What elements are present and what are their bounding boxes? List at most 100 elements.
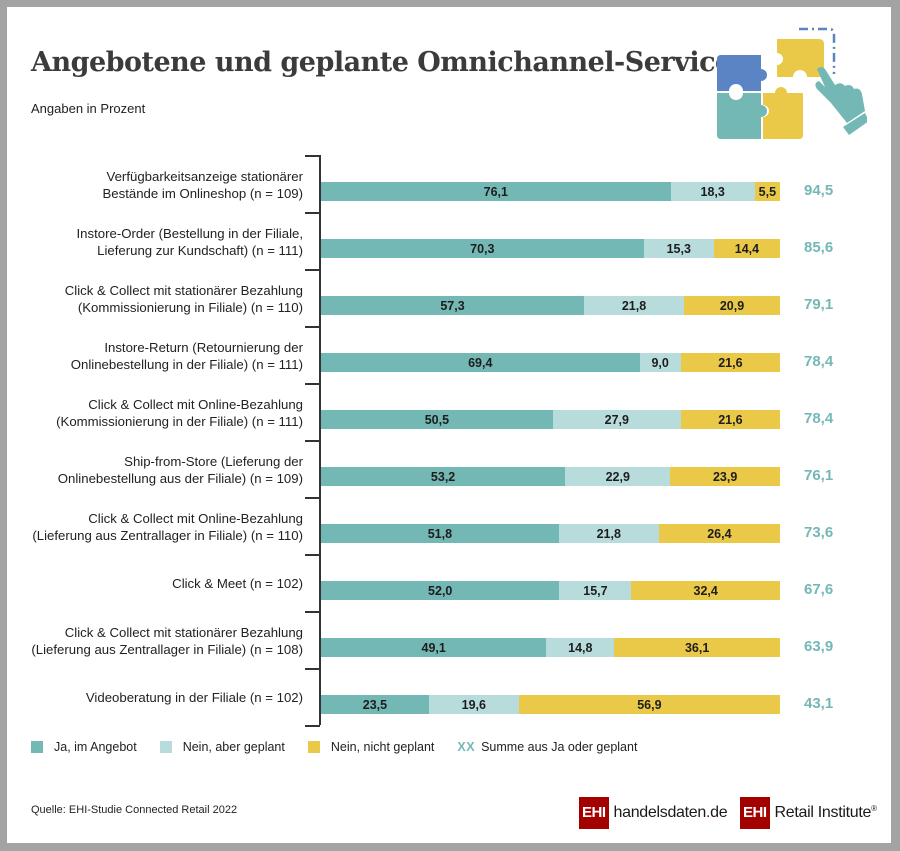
data-label: 27,9 (604, 412, 629, 427)
sum-label: 78,4 (804, 409, 834, 427)
category-label-line: Videoberatung in der Filiale (n = 102) (85, 690, 303, 705)
bar-segment-nicht: 26,4 (658, 524, 780, 543)
puzzle-piece-yellow-bottom (763, 87, 803, 139)
bar-segment-ja: 50,5 (321, 410, 553, 429)
pointing-hand (815, 67, 865, 123)
category-label-line: Bestände im Onlineshop (n = 109) (102, 185, 304, 201)
category-label-line: Ship-from-Store (Lieferung der (124, 453, 303, 469)
category-label-line: Onlinebestellung aus der Filiale) (n = 1… (57, 470, 303, 486)
category-label-line: Click & Collect mit Online-Bezahlung (88, 510, 303, 526)
sum-label: 78,4 (804, 352, 834, 370)
bar-segment-nicht: 32,4 (631, 581, 780, 600)
bar-segment-nicht: 20,9 (684, 296, 780, 315)
bar-segment-ja: 52,0 (321, 581, 560, 600)
data-label: 51,8 (427, 526, 453, 541)
data-label: 15,7 (583, 583, 608, 598)
data-label: 70,3 (470, 241, 495, 256)
source-note: Quelle: EHI-Studie Connected Retail 2022 (31, 804, 238, 816)
category-label: Ship-from-Store (Lieferung der Onlinebest… (31, 453, 303, 487)
legend-item-sum: XX Summe aus Ja oder geplant (457, 740, 637, 754)
bar-segment-ja: 53,2 (321, 467, 566, 486)
axis-tick (305, 440, 320, 442)
logo-text-dot: . (706, 804, 711, 821)
category-label-line: (Lieferung aus Zentrallager in Filiale) … (32, 527, 303, 543)
data-label: 69,4 (468, 355, 493, 370)
bar-segment-nicht: 21,6 (680, 353, 780, 372)
category-label-line: (Lieferung aus Zentrallager in Filiale) … (31, 641, 303, 657)
legend-swatch-ja (31, 741, 43, 753)
data-label: 5,5 (758, 184, 777, 199)
category-label-line: (Kommissionierung in Filiale) (n = 110) (77, 299, 303, 315)
axis-tick (305, 554, 320, 556)
category-label: Click & Collect mit Online-Bezahlung (Lie… (31, 510, 303, 544)
registered-mark: ® (871, 804, 877, 813)
bar-segment-geplant: 15,3 (643, 239, 714, 258)
bar-segment-geplant: 21,8 (584, 296, 685, 315)
bar-row: 23,5 19,6 56,9 (321, 695, 780, 714)
data-label: 23,5 (362, 697, 388, 712)
bar-row: 57,3 21,8 20,9 (321, 296, 780, 315)
legend-sum-marker: XX (457, 740, 476, 754)
chart-title: Angebotene und geplante Omnichannel-Serv… (31, 47, 747, 78)
bar-segment-geplant: 15,7 (559, 581, 632, 600)
data-label: 18,3 (700, 184, 725, 199)
data-label: 14,4 (734, 241, 760, 256)
logo-text-a: handelsdaten (613, 804, 707, 821)
data-label: 21,6 (718, 355, 743, 370)
axis-tick (305, 155, 320, 157)
legend-item-ja: Ja, im Angebot (31, 740, 137, 754)
bar-row: 50,5 27,9 21,6 (321, 410, 780, 429)
data-label: 26,4 (707, 526, 732, 541)
legend-swatch-geplant (159, 741, 172, 753)
legend-item-geplant: Nein, aber geplant (159, 740, 285, 754)
bar-segment-ja: 69,4 (321, 353, 640, 372)
category-label-line: Click & Collect mit stationärer Bezahlun… (64, 624, 303, 640)
legend-item-nicht: Nein, nicht geplant (307, 740, 435, 754)
sum-label: 67,6 (804, 580, 834, 598)
data-label: 32,4 (693, 583, 718, 598)
data-label: 15,3 (666, 241, 691, 256)
ehi-logo-box: EHI (740, 797, 770, 829)
axis-tick (305, 212, 320, 214)
axis-tick (305, 725, 320, 727)
bar-segment-ja: 57,3 (321, 296, 584, 315)
chart-subtitle: Angaben in Prozent (31, 101, 146, 116)
sum-label: 43,1 (804, 694, 834, 712)
data-label: 14,8 (568, 640, 593, 655)
category-label: Click & Collect mit stationärer Bezahlun… (31, 624, 303, 658)
bar-segment-ja: 23,5 (321, 695, 429, 714)
axis-tick (305, 497, 320, 499)
sum-label: 94,5 (804, 181, 834, 199)
sum-label: 79,1 (804, 295, 834, 313)
legend-label-nicht: Nein, nicht geplant (330, 740, 435, 754)
puzzle-piece-teal (717, 93, 767, 139)
stacked-bar-chart: Verfügbarkeitsanzeige stationärer Beständ… (7, 7, 891, 843)
category-label: Instore-Return (Retournierung der Onlineb… (31, 339, 303, 373)
data-label: 21,8 (621, 298, 647, 313)
category-label-line: Click & Collect mit stationärer Bezahlun… (64, 282, 303, 298)
bar-segment-nicht: 56,9 (518, 695, 780, 714)
bar-segment-geplant: 19,6 (428, 695, 519, 714)
category-label: Click & Collect mit Online-Bezahlung (Kom… (31, 396, 303, 430)
bar-segment-nicht: 5,5 (754, 182, 780, 201)
data-label: 50,5 (424, 412, 450, 427)
bar-row: 69,4 9,0 21,6 (321, 353, 780, 372)
sum-label: 73,6 (804, 523, 834, 541)
axis-tick (305, 383, 320, 385)
bar-segment-ja: 51,8 (321, 524, 559, 543)
category-label: Videoberatung in der Filiale (n = 102) (31, 689, 303, 706)
legend-label-sum: Summe aus Ja oder geplant (481, 740, 638, 754)
data-label: 52,0 (428, 583, 453, 598)
puzzle-piece-yellow-top (777, 39, 824, 77)
category-label-line: Onlinebestellung in der Filiale) (n = 11… (70, 356, 303, 372)
logo-handelsdaten-text: handelsdaten.de (614, 804, 728, 822)
data-label: 21,8 (596, 526, 621, 541)
bar-segment-ja: 49,1 (321, 638, 547, 657)
data-label: 36,1 (684, 640, 710, 655)
bar-segment-geplant: 14,8 (546, 638, 615, 657)
bar-segment-nicht: 36,1 (614, 638, 780, 657)
category-label-line: Click & Collect mit Online-Bezahlung (88, 396, 303, 412)
bar-row: 49,1 14,8 36,1 (321, 638, 780, 657)
category-label-line: Verfügbarkeitsanzeige stationärer (106, 168, 303, 184)
category-label-line: (Kommissionierung in der Filiale) (n = 1… (56, 413, 303, 429)
